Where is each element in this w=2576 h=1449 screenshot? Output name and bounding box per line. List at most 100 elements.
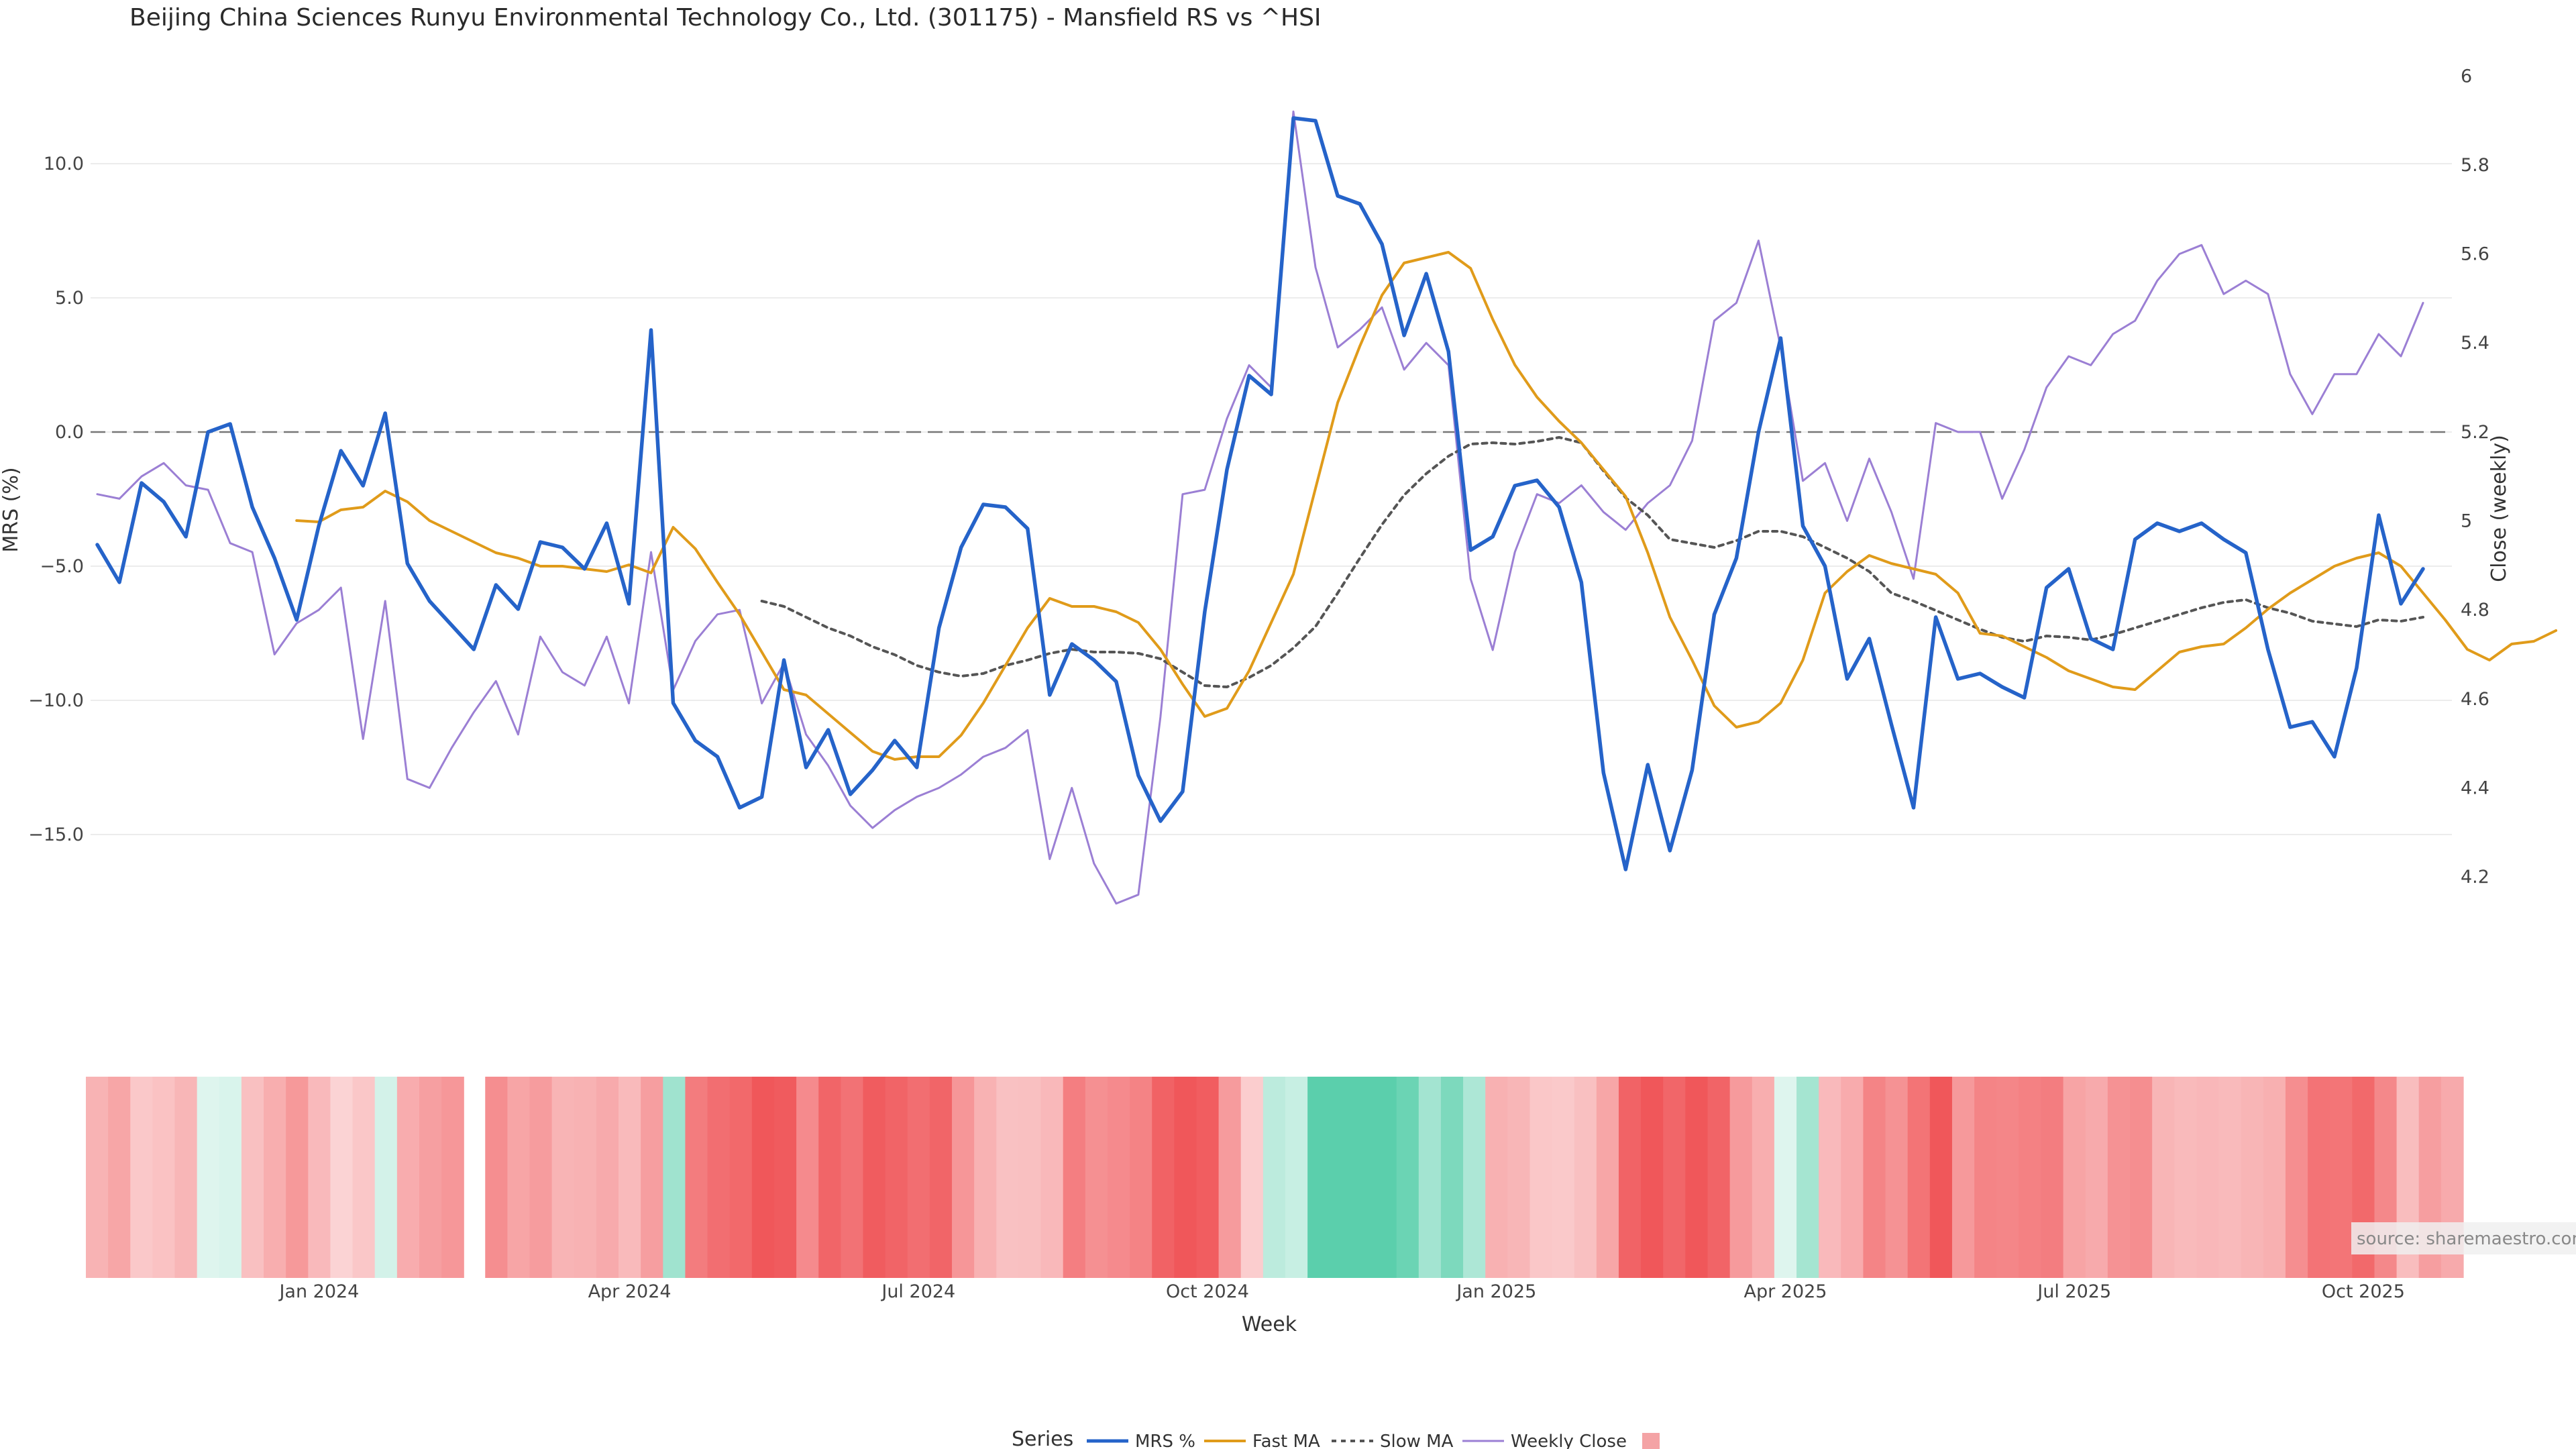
heatmap-cell [751, 1077, 775, 1278]
heatmap-cell [1529, 1077, 1553, 1278]
heatmap-cell [729, 1077, 753, 1278]
x-tick-label: Apr 2025 [1743, 1281, 1827, 1302]
series-line-mrs [95, 116, 2425, 871]
heatmap-cell [286, 1077, 309, 1278]
heatmap-cell [1374, 1077, 1397, 1278]
heatmap-cell [1152, 1077, 1175, 1278]
heatmap-cell [1729, 1077, 1753, 1278]
series-line-fast-ma [295, 251, 2558, 761]
legend-label-fast-ma: Fast MA [1252, 1432, 1320, 1449]
heatmap-cell [1663, 1077, 1686, 1278]
left-tick-label: 0.0 [55, 422, 84, 443]
x-axis-label: Week [1242, 1313, 1297, 1336]
heatmap-cell [1951, 1077, 1975, 1278]
right-tick-label: 4.4 [2461, 777, 2489, 798]
heatmap-cell [1107, 1077, 1130, 1278]
right-tick-label: 5.6 [2461, 244, 2489, 265]
heatmap-cell [108, 1077, 131, 1278]
right-tick-label: 4.6 [2461, 689, 2489, 710]
heatmap-cell [1863, 1077, 1886, 1278]
heatmap-cell [1263, 1077, 1286, 1278]
left-tick-label: 10.0 [44, 154, 84, 174]
heatmap-cell [707, 1077, 731, 1278]
heatmap-cell [1130, 1077, 1152, 1278]
heatmap-cell [130, 1077, 153, 1278]
x-tick-label: Jul 2025 [2036, 1281, 2111, 1302]
heatmap-cell [2241, 1077, 2264, 1278]
heatmap-cell [1685, 1077, 1709, 1278]
heatmap-cell [885, 1077, 908, 1278]
heatmap-cell [996, 1077, 1020, 1278]
right-tick-label: 4.8 [2461, 600, 2489, 621]
heatmap-cell [1707, 1077, 1731, 1278]
heatmap-cell [1485, 1077, 1508, 1278]
heatmap-cell [485, 1077, 508, 1278]
x-tick-label: Oct 2024 [1166, 1281, 1249, 1302]
heatmap-cell [2152, 1077, 2175, 1278]
heatmap-cell [1596, 1077, 1619, 1278]
heatmap-cell [907, 1077, 930, 1278]
heatmap-cell [152, 1077, 176, 1278]
left-tick-label: 5.0 [55, 288, 84, 309]
heatmap-cell [1063, 1077, 1086, 1278]
heatmap-cell [507, 1077, 531, 1278]
heatmap-cell [863, 1077, 886, 1278]
heatmap-cell [264, 1077, 286, 1278]
y-axis-left-label: MRS (%) [0, 467, 23, 552]
right-axis-ticks: 6 5.8 5.6 5.4 5.2 5 4.8 4.6 4.4 4.2 [2461, 66, 2489, 888]
x-tick-label: Apr 2024 [588, 1281, 672, 1302]
heatmap-cell [308, 1077, 331, 1278]
heatmap-cell [197, 1077, 220, 1278]
heatmap-cell [2174, 1077, 2198, 1278]
heatmap-cell [1218, 1077, 1242, 1278]
heatmap-cell [1774, 1077, 1797, 1278]
right-tick-label: 5.4 [2461, 333, 2489, 354]
right-tick-label: 5.2 [2461, 422, 2489, 443]
heatmap-cell [241, 1077, 264, 1278]
left-tick-label: −10.0 [28, 690, 84, 711]
right-tick-label: 5 [2461, 511, 2472, 532]
heatmap-cell [1907, 1077, 1931, 1278]
series-line-weekly-close [96, 110, 2424, 905]
left-axis-ticks: 10.0 5.0 0.0 −5.0 −10.0 −15.0 [28, 154, 84, 845]
heatmap-cell [574, 1077, 597, 1278]
heatmap-cell [952, 1077, 975, 1278]
heatmap-cell [441, 1077, 464, 1278]
x-tick-label: Oct 2025 [2322, 1281, 2405, 1302]
chart-title: Beijing China Sciences Runyu Environment… [129, 4, 1322, 32]
heatmap-cell [773, 1077, 797, 1278]
heatmap-cell [1396, 1077, 1419, 1278]
heatmap-cell [374, 1077, 398, 1278]
heatmap-cell [2330, 1077, 2353, 1278]
left-tick-label: −15.0 [28, 824, 84, 845]
right-tick-label: 4.2 [2461, 867, 2489, 888]
heatmap-cell [2263, 1077, 2286, 1278]
heatmap-cell [663, 1077, 686, 1278]
heatmap-cell [2308, 1077, 2330, 1278]
heatmap-cell [796, 1077, 819, 1278]
heatmap-cell [1085, 1077, 1108, 1278]
heatmap-cell [2196, 1077, 2220, 1278]
heatmap-cell [929, 1077, 953, 1278]
heatmap-cell [352, 1077, 376, 1278]
heatmap-strip [86, 1077, 2464, 1278]
legend-label-weekly-close: Weekly Close [1511, 1432, 1627, 1449]
series-layer [95, 110, 2558, 905]
legend: Series MRS % Fast MA Slow MA Weekly Close [1012, 1428, 1660, 1449]
heatmap-cell [330, 1077, 354, 1278]
heatmap-cell [219, 1077, 242, 1278]
heatmap-cell [841, 1077, 864, 1278]
heatmap-cell [2218, 1077, 2242, 1278]
heatmap-cell [1819, 1077, 1841, 1278]
heatmap-cell [2107, 1077, 2131, 1278]
source-note: source: sharemaestro.com [2357, 1229, 2576, 1249]
grid-lines [91, 163, 2452, 835]
series-line-slow-ma [760, 436, 2424, 688]
heatmap-cell [174, 1077, 198, 1278]
legend-label-mrs: MRS % [1135, 1432, 1195, 1449]
heatmap-cell [1929, 1077, 1953, 1278]
heatmap-cell [1885, 1077, 1909, 1278]
heatmap-cell [419, 1077, 442, 1278]
heatmap-cell [1618, 1077, 1642, 1278]
